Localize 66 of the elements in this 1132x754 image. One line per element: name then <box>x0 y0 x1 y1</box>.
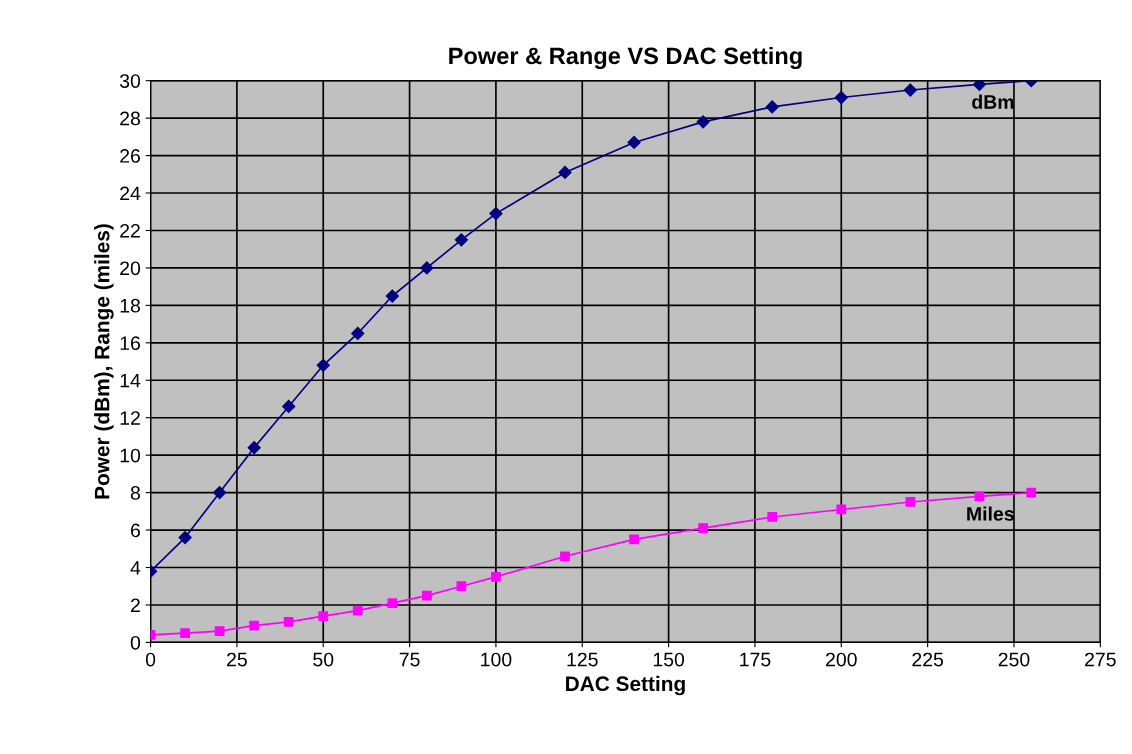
y-tick-label: 14 <box>120 373 141 388</box>
y-tick-label: 18 <box>120 298 140 313</box>
point <box>351 326 365 341</box>
y-tick-label: 4 <box>130 561 141 575</box>
point <box>316 358 330 372</box>
point <box>180 628 190 638</box>
y-tick-label: 8 <box>130 486 140 500</box>
y-tick-label: 2 <box>131 598 140 612</box>
x-tick-label: 125 <box>567 652 598 667</box>
point <box>696 115 710 129</box>
point <box>489 207 503 221</box>
point <box>178 530 192 545</box>
point <box>247 441 261 455</box>
point <box>558 165 572 180</box>
x-tick-label: 200 <box>826 652 857 667</box>
point <box>420 261 434 275</box>
y-tick-label: 28 <box>120 111 140 126</box>
x-axis-title: DAC Setting <box>566 675 685 696</box>
point <box>421 590 432 601</box>
x-tick-label: 225 <box>912 652 944 667</box>
x-tick-label: 275 <box>1085 652 1116 667</box>
point <box>318 611 329 622</box>
point <box>903 83 917 97</box>
point <box>283 616 294 627</box>
x-tick-label: 175 <box>740 652 771 667</box>
y-tick-label: 10 <box>120 448 141 463</box>
y-tick-label: 6 <box>131 523 140 538</box>
y-tick-label: 26 <box>120 149 140 163</box>
point <box>627 135 641 150</box>
point <box>387 598 398 608</box>
point <box>834 90 848 105</box>
point <box>213 486 227 500</box>
point <box>1026 487 1037 498</box>
point <box>282 399 296 414</box>
point <box>491 572 501 582</box>
point <box>972 80 987 92</box>
point <box>698 523 708 534</box>
y-tick-label: 12 <box>120 411 140 425</box>
point <box>905 497 916 507</box>
x-tick-label: 100 <box>481 652 512 667</box>
x-tick-label: 0 <box>145 652 156 667</box>
point <box>560 551 570 562</box>
y-tick-label: 0 <box>130 635 141 650</box>
point <box>765 100 779 114</box>
x-tick-label: 250 <box>998 652 1030 667</box>
point <box>767 512 778 522</box>
chart-title: Power & Range VS DAC Setting <box>449 46 802 70</box>
point <box>456 581 467 592</box>
y-tick-label: 22 <box>120 223 140 238</box>
point <box>249 620 260 631</box>
point <box>629 534 639 545</box>
x-tick-label: 25 <box>227 652 247 667</box>
x-tick-label: 150 <box>653 652 685 667</box>
point <box>352 605 363 616</box>
y-tick-label: 24 <box>120 186 141 201</box>
point <box>974 491 985 502</box>
y-tick-label: 30 <box>119 74 141 88</box>
y-tick-label: 16 <box>120 336 140 351</box>
point <box>836 504 847 515</box>
x-tick-label: 50 <box>313 652 334 667</box>
point <box>214 626 225 637</box>
point <box>385 289 399 303</box>
y-axis-title: Power (dBm), Range (miles) <box>94 224 114 499</box>
x-tick-label: 75 <box>399 652 420 667</box>
point <box>454 233 468 247</box>
y-tick-label: 20 <box>120 261 141 276</box>
